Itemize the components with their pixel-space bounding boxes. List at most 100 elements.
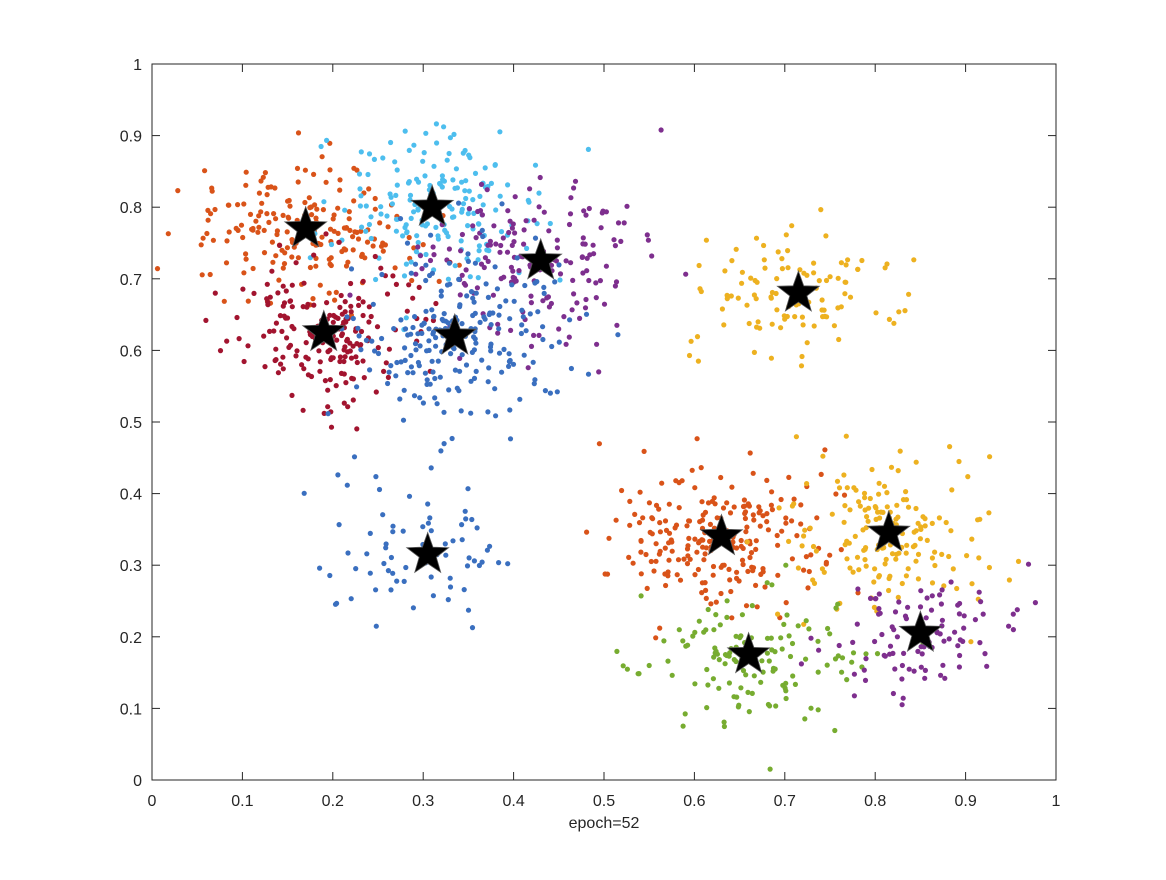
data-point-cluster-11 bbox=[961, 625, 967, 631]
data-point-cluster-11 bbox=[892, 666, 898, 672]
data-point-cluster-10 bbox=[835, 653, 841, 659]
data-point-cluster-5 bbox=[393, 373, 399, 379]
data-point-cluster-7 bbox=[799, 353, 805, 360]
data-point-cluster-6 bbox=[459, 537, 465, 543]
data-point-cluster-8 bbox=[748, 550, 755, 556]
data-point-cluster-3 bbox=[563, 258, 569, 264]
data-point-cluster-3 bbox=[528, 293, 534, 299]
data-point-cluster-8 bbox=[724, 500, 730, 506]
data-point-cluster-1 bbox=[409, 277, 415, 284]
data-point-cluster-9 bbox=[913, 459, 919, 465]
data-point-cluster-9 bbox=[903, 550, 909, 556]
data-point-cluster-4 bbox=[289, 323, 295, 330]
data-point-cluster-5 bbox=[514, 255, 520, 261]
data-point-cluster-6 bbox=[388, 554, 394, 561]
data-point-cluster-7 bbox=[886, 316, 893, 322]
data-point-cluster-9 bbox=[889, 551, 896, 557]
data-point-cluster-10 bbox=[683, 643, 689, 649]
data-point-cluster-9 bbox=[869, 466, 875, 473]
data-point-cluster-3 bbox=[427, 257, 434, 264]
data-point-cluster-9 bbox=[905, 504, 912, 510]
data-point-cluster-5 bbox=[355, 325, 361, 331]
data-point-cluster-1 bbox=[372, 206, 378, 212]
data-point-cluster-7 bbox=[753, 296, 759, 302]
data-point-cluster-8 bbox=[666, 530, 673, 536]
data-point-cluster-5 bbox=[437, 374, 443, 380]
data-point-cluster-7 bbox=[762, 265, 768, 271]
data-point-cluster-1 bbox=[302, 199, 308, 206]
data-point-cluster-8 bbox=[700, 512, 706, 518]
data-point-cluster-3 bbox=[527, 186, 533, 192]
data-point-cluster-5 bbox=[472, 336, 478, 342]
data-point-cluster-11 bbox=[906, 666, 912, 672]
data-point-cluster-1 bbox=[317, 282, 323, 288]
data-point-cluster-8 bbox=[669, 548, 675, 554]
data-point-cluster-10 bbox=[692, 681, 698, 687]
data-point-cluster-2 bbox=[408, 215, 414, 221]
data-point-cluster-8 bbox=[657, 548, 663, 554]
data-point-cluster-9 bbox=[871, 604, 878, 611]
data-point-cluster-6 bbox=[394, 578, 400, 584]
data-point-cluster-10 bbox=[665, 658, 671, 664]
data-point-cluster-1 bbox=[285, 214, 291, 220]
data-point-cluster-7 bbox=[739, 280, 745, 286]
data-point-cluster-8 bbox=[636, 520, 643, 526]
data-point-cluster-9 bbox=[894, 502, 900, 508]
data-point-cluster-5 bbox=[372, 348, 378, 354]
data-point-cluster-10 bbox=[787, 653, 794, 660]
data-point-cluster-10 bbox=[740, 668, 747, 674]
data-point-cluster-2 bbox=[403, 261, 409, 267]
data-point-cluster-2 bbox=[534, 221, 540, 227]
data-point-cluster-8 bbox=[741, 497, 748, 503]
data-point-cluster-2 bbox=[475, 275, 481, 281]
data-point-cluster-5 bbox=[397, 396, 403, 402]
data-point-cluster-10 bbox=[696, 618, 702, 624]
data-point-cluster-3 bbox=[463, 267, 469, 273]
plot-area bbox=[152, 64, 1056, 780]
data-point-cluster-11 bbox=[955, 602, 961, 608]
data-point-cluster-1 bbox=[377, 220, 383, 226]
data-point-cluster-7 bbox=[754, 279, 760, 285]
data-point-cluster-4 bbox=[390, 273, 396, 279]
data-point-cluster-6 bbox=[406, 493, 413, 499]
centroid-star-icon bbox=[301, 309, 346, 352]
data-point-cluster-9 bbox=[954, 585, 960, 592]
data-point-cluster-2 bbox=[394, 182, 400, 188]
data-point-cluster-4 bbox=[265, 302, 271, 308]
data-point-cluster-11 bbox=[890, 650, 896, 657]
data-point-cluster-3 bbox=[568, 195, 574, 201]
data-point-cluster-3 bbox=[459, 272, 465, 278]
centroid-star-icon bbox=[699, 513, 744, 556]
data-point-cluster-5 bbox=[419, 330, 425, 336]
data-point-cluster-6 bbox=[474, 525, 480, 531]
data-point-cluster-8 bbox=[675, 557, 682, 563]
data-point-cluster-5 bbox=[402, 357, 408, 363]
data-point-cluster-1 bbox=[235, 202, 241, 208]
data-point-cluster-3 bbox=[511, 275, 518, 281]
data-point-cluster-5 bbox=[344, 314, 350, 320]
data-point-cluster-6 bbox=[335, 472, 341, 478]
data-point-cluster-1 bbox=[310, 296, 316, 302]
data-point-cluster-3 bbox=[683, 271, 689, 277]
data-point-cluster-4 bbox=[348, 303, 354, 309]
data-point-cluster-6 bbox=[450, 538, 456, 544]
data-point-cluster-4 bbox=[354, 426, 360, 432]
data-point-cluster-5 bbox=[496, 312, 502, 318]
data-point-cluster-3 bbox=[580, 270, 586, 276]
data-point-cluster-8 bbox=[757, 523, 763, 529]
y-tick-label: 0.5 bbox=[120, 415, 142, 432]
data-point-cluster-4 bbox=[360, 358, 366, 364]
data-point-cluster-1 bbox=[250, 265, 256, 272]
data-point-cluster-9 bbox=[883, 556, 889, 563]
data-point-cluster-4 bbox=[327, 377, 333, 383]
data-point-cluster-8 bbox=[672, 525, 678, 531]
data-point-cluster-3 bbox=[511, 239, 517, 245]
data-point-cluster-2 bbox=[405, 180, 412, 186]
data-point-cluster-5 bbox=[428, 232, 434, 238]
data-point-cluster-10 bbox=[764, 650, 771, 656]
data-point-cluster-5 bbox=[429, 307, 435, 313]
data-point-cluster-9 bbox=[900, 497, 907, 503]
data-point-cluster-8 bbox=[627, 522, 633, 528]
data-point-cluster-3 bbox=[574, 300, 580, 306]
data-point-cluster-11 bbox=[961, 613, 967, 619]
